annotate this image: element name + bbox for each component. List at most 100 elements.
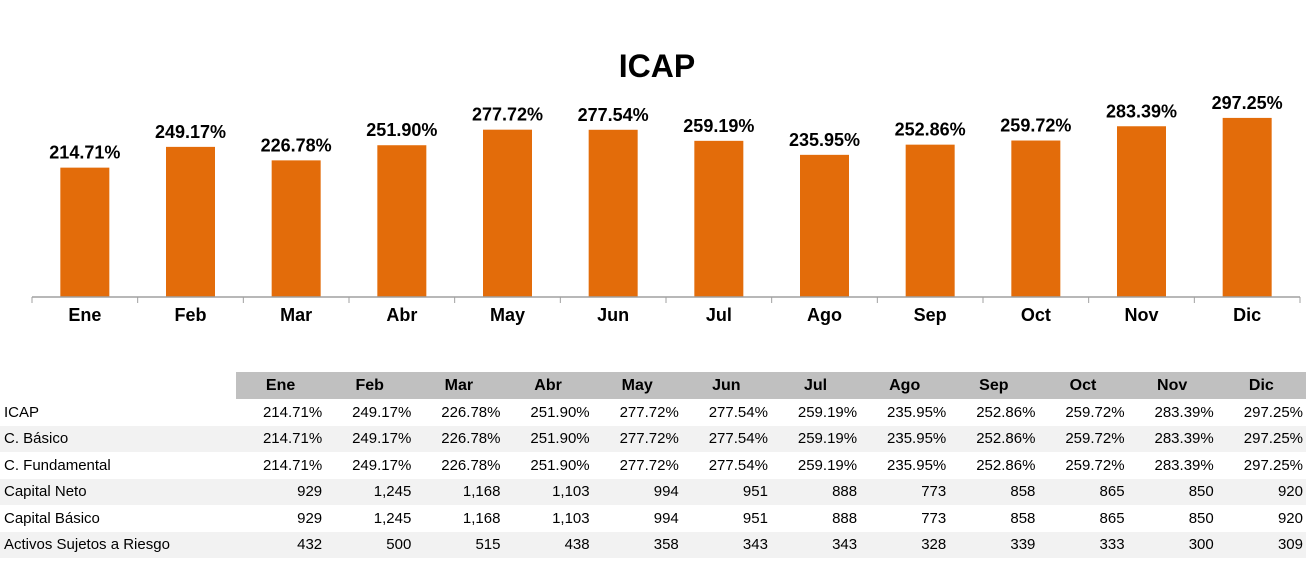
table-cell: 328: [860, 531, 950, 558]
column-header: Nov: [1127, 372, 1217, 399]
table-cell: 283.39%: [1127, 425, 1217, 452]
column-header: Ago: [860, 372, 950, 399]
row-label: Activos Sujetos a Riesgo: [0, 531, 236, 558]
table-cell: 358: [592, 531, 682, 558]
table-cell: 339: [949, 531, 1039, 558]
table-cell: 277.72%: [619, 403, 679, 421]
table-cell: 259.19%: [770, 425, 861, 452]
table-cell: 249.17%: [325, 425, 415, 452]
x-tick-label: Ene: [68, 305, 101, 325]
table-cell: 343: [681, 531, 771, 558]
table-cell: 773: [860, 478, 950, 505]
table-cell: 214.71%: [262, 403, 323, 421]
table-row: Capital Básico 929 1,245 1,168 1,103 994 951 88…: [0, 505, 1306, 532]
x-tick-label: Feb: [174, 305, 206, 325]
x-tick-label: Ago: [807, 305, 842, 325]
bar-mar: [271, 160, 321, 297]
data-table: Ene Feb Mar Abr May Jun Jul Ago Sep Oct Nov Dic ICA…: [0, 372, 1306, 558]
table-cell: 929: [297, 509, 323, 527]
table-cell: 920: [1216, 478, 1306, 505]
table-cell: 888: [832, 509, 858, 527]
column-header: Dic: [1216, 372, 1306, 399]
bar-jul: [694, 140, 744, 297]
row-label: Capital Neto: [0, 478, 236, 505]
x-tick-label: Jul: [706, 305, 732, 325]
table-cell: 252.86%: [976, 456, 1036, 474]
data-label: 283.39%: [1106, 101, 1177, 121]
table-cell: 251.90%: [530, 403, 590, 421]
header-blank: [0, 372, 236, 399]
table-cell: 283.39%: [1154, 403, 1214, 421]
data-label: 249.17%: [155, 122, 226, 142]
bar-jun: [588, 129, 638, 297]
x-tick-label: Jun: [597, 305, 629, 325]
data-label: 214.71%: [49, 143, 120, 163]
table-row: Activos Sujetos a Riesgo 432 500 515 438 358 3…: [0, 531, 1306, 558]
column-header: Oct: [1038, 372, 1128, 399]
table-cell: 994: [592, 478, 682, 505]
table-row: C. Fundamental 214.71% 249.17% 226.78% 251.9…: [0, 452, 1306, 479]
row-label: C. Fundamental: [4, 456, 111, 474]
table-cell: 252.86%: [976, 403, 1036, 421]
table-cell: 277.54%: [708, 456, 768, 474]
table-cell: 850: [1188, 509, 1214, 527]
table-cell: 251.90%: [530, 456, 590, 474]
table-cell: 214.71%: [262, 456, 323, 474]
table-cell: 297.25%: [1243, 403, 1303, 421]
data-label: 297.25%: [1212, 93, 1283, 113]
table-cell: 300: [1127, 531, 1217, 558]
table-cell: 333: [1038, 531, 1128, 558]
column-header: Feb: [325, 372, 415, 399]
table-cell: 277.54%: [708, 403, 768, 421]
x-tick-label: May: [490, 305, 525, 325]
data-label: 259.72%: [1000, 116, 1071, 136]
data-label: 259.19%: [683, 116, 754, 136]
table-cell: 226.78%: [441, 456, 501, 474]
table-cell: 865: [1038, 478, 1128, 505]
table-cell: 259.19%: [797, 403, 858, 421]
column-header: Abr: [503, 372, 593, 399]
table-row: ICAP 214.71% 249.17% 226.78% 251.90% 277.72% 2…: [0, 399, 1306, 426]
column-header: May: [592, 372, 682, 399]
table-cell: 888: [770, 478, 861, 505]
table-cell: 297.25%: [1243, 456, 1303, 474]
column-header: Jun: [681, 372, 771, 399]
table-cell: 259.72%: [1065, 403, 1125, 421]
table-cell: 929: [236, 478, 326, 505]
table-cell: 515: [414, 531, 504, 558]
table-cell: 773: [921, 509, 947, 527]
table-cell: 249.17%: [352, 456, 412, 474]
bar-feb: [166, 146, 215, 297]
bar-may: [483, 129, 532, 297]
row-label: Capital Básico: [4, 509, 100, 527]
table-row: Capital Neto 929 1,245 1,168 1,103 994 951 888 7…: [0, 478, 1306, 505]
data-label: 235.95%: [789, 130, 860, 150]
bar-dic: [1222, 117, 1272, 297]
x-tick-label: Abr: [386, 305, 417, 325]
table-cell: 277.54%: [681, 425, 771, 452]
table-cell: 259.19%: [797, 456, 858, 474]
x-tick-label: Sep: [914, 305, 947, 325]
table-cell: 235.95%: [887, 456, 947, 474]
row-label: ICAP: [4, 403, 40, 421]
column-header: Sep: [949, 372, 1039, 399]
table-cell: 1,245: [325, 478, 415, 505]
table-cell: 226.78%: [414, 425, 504, 452]
row-label: C. Básico: [0, 425, 236, 452]
x-tick-label: Dic: [1233, 305, 1261, 325]
table-cell: 951: [681, 478, 771, 505]
column-header: Jul: [770, 372, 861, 399]
table-cell: 283.39%: [1154, 456, 1214, 474]
icap-bar-chart: ICAP 214.71% 249.17% 226.78% 251.90% 277.72%…: [31, 48, 1301, 325]
table-cell: 297.25%: [1216, 425, 1306, 452]
table-cell: 226.78%: [441, 403, 501, 421]
data-label: 252.86%: [895, 120, 966, 140]
x-tick-label: Oct: [1021, 305, 1051, 325]
data-label: 226.78%: [261, 135, 332, 155]
table-cell: 259.72%: [1065, 456, 1125, 474]
data-label: 277.54%: [578, 105, 649, 125]
table-cell: 438: [503, 531, 593, 558]
table-cell: 252.86%: [949, 425, 1039, 452]
table-cell: 1,103: [503, 478, 593, 505]
chart-title: ICAP: [619, 48, 695, 84]
